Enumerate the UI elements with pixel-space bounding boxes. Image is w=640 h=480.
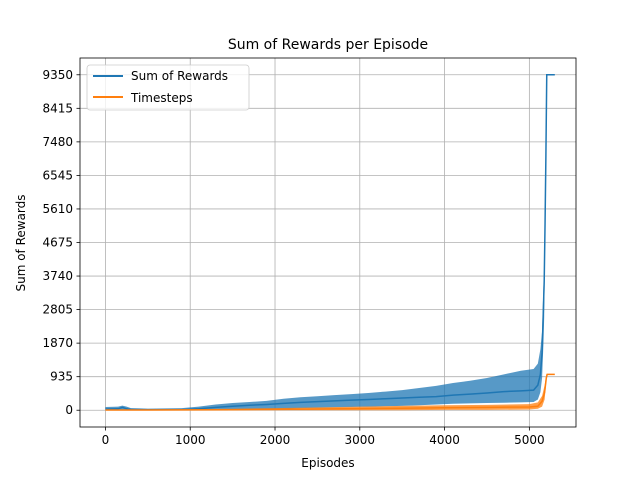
x-axis-label: Episodes xyxy=(301,456,354,470)
legend-box xyxy=(86,64,250,111)
x-tick-label: 4000 xyxy=(429,433,460,447)
x-tick-label: 5000 xyxy=(514,433,545,447)
legend-label-sum-of-rewards: Sum of Rewards xyxy=(131,69,228,83)
y-tick-label: 935 xyxy=(50,370,73,384)
axis-ticks: 0 1000 2000 3000 4000 5000 0 935 1870 2805 3740 467… xyxy=(42,68,544,447)
y-tick-label: 3740 xyxy=(42,269,73,283)
series-band-sum-of-rewards xyxy=(105,74,555,411)
y-tick-label: 2805 xyxy=(42,303,73,317)
x-tick-label: 2000 xyxy=(260,433,291,447)
y-tick-label: 4675 xyxy=(42,236,73,250)
x-tick-label: 1000 xyxy=(175,433,206,447)
y-tick-label: 1870 xyxy=(42,336,73,350)
plot-data xyxy=(105,74,555,411)
y-tick-label: 6545 xyxy=(42,168,73,182)
y-axis-label: Sum of Rewards xyxy=(14,194,28,291)
y-tick-label: 5610 xyxy=(42,202,73,216)
y-tick-label: 0 xyxy=(65,403,73,417)
y-tick-label: 7480 xyxy=(42,135,73,149)
grid-lines xyxy=(80,58,576,427)
series-line-timesteps xyxy=(105,373,555,411)
legend-label-timesteps: Timesteps xyxy=(130,91,193,105)
legend: Sum of Rewards Timesteps xyxy=(86,64,250,111)
chart-title: Sum of Rewards per Episode xyxy=(228,37,428,53)
x-tick-label: 3000 xyxy=(345,433,376,447)
y-tick-label: 8415 xyxy=(42,101,73,115)
y-tick-label: 9350 xyxy=(42,68,73,82)
x-tick-label: 0 xyxy=(102,433,110,447)
